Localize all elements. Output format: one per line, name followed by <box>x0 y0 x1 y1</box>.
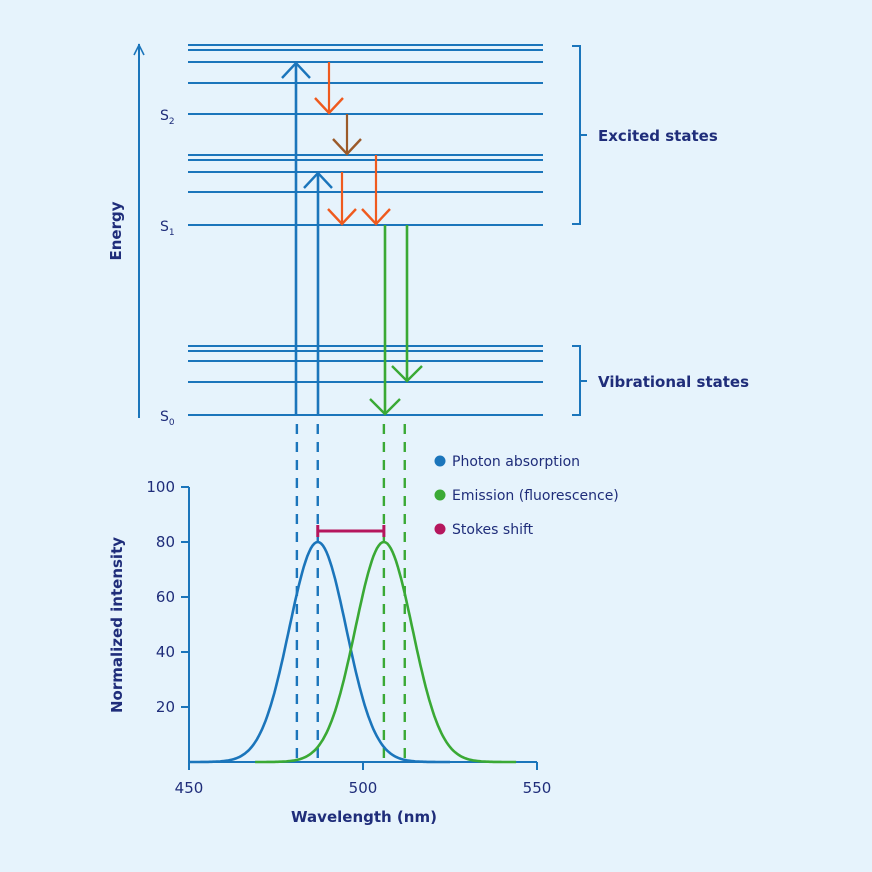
curve-photon-absorption <box>189 540 450 764</box>
legend-label: Emission (fluorescence) <box>452 488 619 504</box>
energy-axis: Energy <box>107 43 145 418</box>
vibrational-states-bracket: Vibrational states <box>572 345 749 416</box>
relaxation-arrow-s1-1 <box>327 172 357 226</box>
level-group-s0 <box>188 345 543 416</box>
legend-label: Stokes shift <box>452 522 534 538</box>
state-label-s2: S2 <box>160 108 175 127</box>
spectrum-chart: 450 500 550 20 40 60 80 100 Normalized intensit… <box>108 424 619 826</box>
x-axis-title: Wavelength (nm) <box>291 808 437 826</box>
legend-item-stokes-shift: Stokes shift <box>434 522 534 538</box>
legend-label: Photon absorption <box>452 454 580 470</box>
vibrational-states-label: Vibrational states <box>598 373 749 391</box>
legend: Photon absorption Emission (fluorescence… <box>434 454 619 538</box>
y-tick-label: 100 <box>146 478 175 496</box>
arrow-up-icon <box>303 171 333 189</box>
relaxation-arrow-s2 <box>314 62 344 115</box>
absorption-arrow-1 <box>281 61 311 415</box>
y-tick-label: 80 <box>156 533 175 551</box>
jablonski-diagram: Energy S2 S1 S0 <box>107 43 749 428</box>
transitions <box>281 61 423 416</box>
y-axis-title: Normalized intensity <box>108 537 126 713</box>
energy-levels <box>188 44 543 416</box>
legend-item-emission: Emission (fluorescence) <box>434 488 619 504</box>
y-tick-label: 40 <box>156 643 175 661</box>
energy-arrow-head-icon <box>133 43 145 56</box>
arrow-up-icon <box>281 61 311 79</box>
state-label-s0: S0 <box>160 409 175 428</box>
arrow-down-icon <box>314 97 344 115</box>
absorption-arrow-2 <box>303 171 333 415</box>
relaxation-arrow-s1-2 <box>361 155 391 226</box>
arrow-down-icon <box>361 208 391 226</box>
x-tick-label: 500 <box>349 779 378 797</box>
internal-conversion-arrow <box>332 114 362 156</box>
reference-lines <box>295 424 406 762</box>
legend-dot-icon <box>434 455 446 467</box>
arrow-down-icon <box>327 208 357 226</box>
excited-states-label: Excited states <box>598 127 718 145</box>
state-label-s1: S1 <box>160 219 175 238</box>
chart-axes: 450 500 550 20 40 60 80 100 <box>146 478 551 797</box>
arrow-down-icon <box>369 398 401 416</box>
stokes-shift-marker <box>316 525 386 537</box>
spectrum-curves <box>189 540 517 764</box>
legend-item-absorption: Photon absorption <box>434 454 580 470</box>
excited-states-bracket: Excited states <box>572 45 718 225</box>
level-group-s1 <box>188 154 543 226</box>
x-tick-label: 450 <box>175 779 204 797</box>
arrow-down-icon <box>332 138 362 156</box>
legend-dot-icon <box>434 489 446 501</box>
y-tick-label: 60 <box>156 588 175 606</box>
emission-arrow-2 <box>391 225 423 383</box>
emission-arrow-1 <box>369 225 401 416</box>
x-tick-label: 550 <box>523 779 552 797</box>
arrow-down-icon <box>391 365 423 383</box>
y-tick-label: 20 <box>156 698 175 716</box>
state-labels: S2 S1 S0 <box>160 108 175 428</box>
curve-emission-fluorescence <box>255 540 517 764</box>
level-group-s2 <box>188 44 543 115</box>
energy-label: Energy <box>107 201 125 260</box>
legend-dot-icon <box>434 523 446 535</box>
